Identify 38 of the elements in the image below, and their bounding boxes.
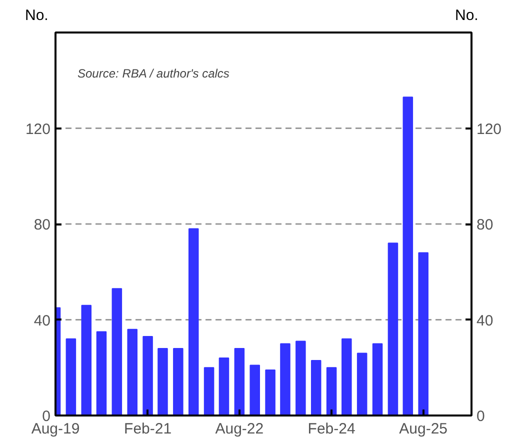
bar: [418, 252, 428, 416]
y-tick-label: 80: [34, 216, 51, 234]
bar: [112, 288, 122, 416]
x-tick-label: Aug-25: [399, 420, 448, 438]
bar: [356, 352, 368, 416]
bar: [158, 348, 168, 416]
bar: [142, 336, 153, 416]
bar: [66, 338, 76, 416]
bar: [372, 343, 383, 416]
annotation: Source: RBA / author's calcs: [78, 66, 230, 80]
bar: [342, 338, 352, 416]
x-tick-label: Feb-21: [124, 420, 172, 438]
bar: [280, 343, 290, 416]
bar: [81, 304, 92, 416]
y-tick-label: 40: [34, 312, 51, 330]
y2-tick-label: 80: [476, 216, 494, 234]
bar: [388, 242, 398, 416]
bar: [250, 364, 260, 416]
bar: [218, 358, 230, 416]
bar: [96, 331, 107, 416]
y2-tick-label: 40: [476, 312, 494, 330]
bar: [296, 340, 306, 416]
x-tick-label: Feb-24: [308, 420, 356, 438]
bar: [127, 328, 138, 416]
bar: [204, 367, 214, 416]
bar: [402, 96, 414, 416]
y2-tick-label: 0: [476, 408, 485, 425]
bar: [310, 360, 322, 416]
y-axis-title: No.: [25, 6, 48, 26]
y2-axis-title: No.: [455, 6, 478, 26]
bar: [234, 348, 245, 416]
x-tick-label: Aug-22: [215, 420, 264, 438]
bar: [326, 367, 337, 416]
bar: [173, 348, 184, 416]
y-tick-label: 120: [25, 120, 51, 138]
y2-tick-label: 120: [476, 120, 502, 138]
bar: [188, 228, 199, 416]
bar: [265, 370, 276, 416]
